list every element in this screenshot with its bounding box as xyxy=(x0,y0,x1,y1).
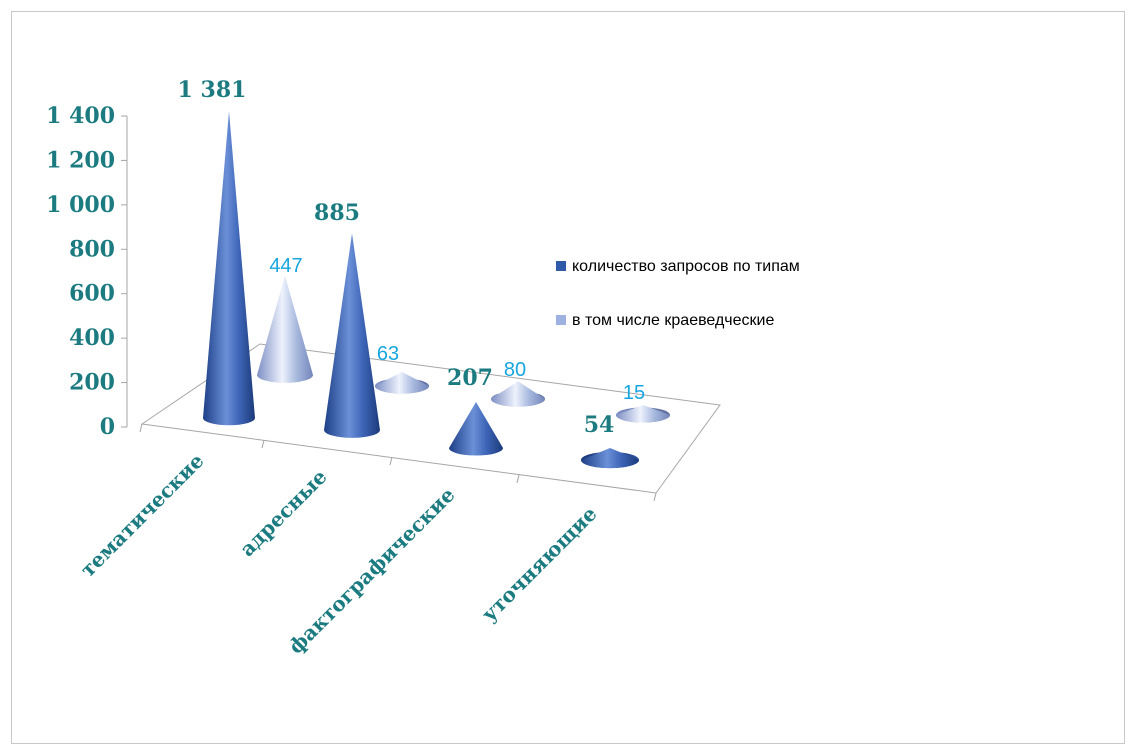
cone-series-2 xyxy=(491,381,545,407)
data-label: 15 xyxy=(623,382,645,404)
x-tick-mark xyxy=(139,423,143,433)
data-label: 54 xyxy=(584,412,615,438)
y-tick-label: 0 xyxy=(100,414,115,440)
y-tick-label: 1 000 xyxy=(46,192,115,218)
data-label: 1 381 xyxy=(178,77,247,103)
chart-area xyxy=(11,11,1125,744)
data-label: 63 xyxy=(377,343,399,365)
y-tick-label: 400 xyxy=(69,325,115,351)
legend-label: в том числе краеведческие xyxy=(572,312,774,329)
y-tick-label: 1 200 xyxy=(46,147,115,173)
cone-series-1 xyxy=(203,111,255,426)
x-tick-label: тематические xyxy=(75,449,208,582)
data-label: 207 xyxy=(447,365,493,391)
x-tick-mark xyxy=(389,456,393,466)
x-tick-label: уточняющие xyxy=(477,502,602,627)
data-label: 80 xyxy=(504,359,526,381)
data-label: 885 xyxy=(314,200,360,226)
x-tick-mark xyxy=(261,439,265,449)
x-tick-label: адресные xyxy=(235,465,332,562)
cone-body xyxy=(581,448,639,469)
legend-swatch xyxy=(556,315,566,325)
cone-body xyxy=(257,275,313,383)
legend-label: количество запросов по типам xyxy=(572,258,800,275)
x-tick-mark xyxy=(516,474,520,484)
y-tick-label: 1 400 xyxy=(46,103,115,129)
cone-body xyxy=(375,372,429,394)
cone-series-2 xyxy=(616,405,670,423)
cone-series-2 xyxy=(257,275,313,383)
legend-swatch xyxy=(556,261,566,271)
x-tick-label: фактографические xyxy=(284,483,460,659)
cone-body xyxy=(491,381,545,407)
x-tick-mark xyxy=(653,492,657,502)
cone-body xyxy=(324,233,380,438)
cone-body xyxy=(203,111,255,426)
cone-series-1 xyxy=(449,402,503,456)
y-tick-label: 600 xyxy=(69,281,115,307)
y-tick-label: 200 xyxy=(69,370,115,396)
cone-body xyxy=(449,402,503,456)
cone-series-2 xyxy=(375,372,429,394)
cone-series-1 xyxy=(581,448,639,469)
y-tick-label: 800 xyxy=(69,236,115,262)
cone-body xyxy=(616,405,670,423)
cone-series-1 xyxy=(324,233,380,438)
data-label: 447 xyxy=(269,255,302,277)
